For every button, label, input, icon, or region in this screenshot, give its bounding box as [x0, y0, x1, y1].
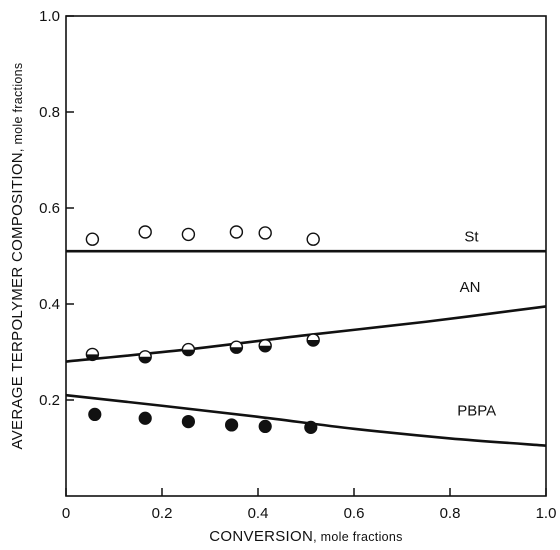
point-group [85, 225, 320, 434]
series-label-an: AN [460, 279, 481, 296]
y-tick-label: 0.8 [39, 104, 60, 121]
data-point-pbpa [258, 419, 272, 433]
x-tick-label: 0.6 [344, 505, 365, 522]
data-point-pbpa [181, 415, 195, 429]
x-tick-label: 1.0 [536, 505, 557, 522]
data-point-pbpa [88, 407, 102, 421]
fit-line-an [65, 305, 547, 363]
data-point-st [306, 232, 320, 246]
x-axis-title: CONVERSION, mole fractions [209, 528, 402, 545]
series-label-st: St [464, 229, 479, 246]
data-point-pbpa [225, 418, 239, 432]
data-point-st [85, 232, 100, 246]
x-tick-label: 0.8 [440, 505, 461, 522]
data-point-st [258, 226, 272, 240]
data-point-st [138, 225, 152, 239]
data-point-st [229, 225, 244, 239]
x-tick-label: 0 [62, 505, 70, 522]
x-tick-label: 0.2 [152, 505, 173, 522]
y-axis-title: AVERAGE TERPOLYMER COMPOSITION, mole fra… [9, 63, 26, 450]
data-point-an [85, 347, 100, 362]
data-point-an [138, 350, 152, 364]
x-tick-label: 0.4 [248, 505, 269, 522]
data-point-an [229, 340, 244, 354]
data-point-an [258, 339, 272, 353]
y-tick-label: 0.6 [39, 200, 60, 217]
y-tick-label: 1.0 [39, 8, 60, 25]
y-tick-label: 0.2 [39, 392, 60, 409]
tick-group: 0 0.2 0.4 0.6 0.8 1.0 0.2 0.4 0.6 0.8 1.0 [39, 8, 556, 522]
data-point-pbpa [304, 420, 318, 434]
series-label-pbpa: PBPA [457, 402, 496, 419]
data-point-an [306, 333, 320, 347]
series-label-group: St AN PBPA [457, 229, 496, 420]
data-point-st [181, 227, 196, 242]
y-tick-label: 0.4 [39, 296, 60, 313]
data-point-an [181, 342, 196, 357]
data-point-pbpa [138, 411, 152, 425]
plot-frame [65, 15, 547, 497]
